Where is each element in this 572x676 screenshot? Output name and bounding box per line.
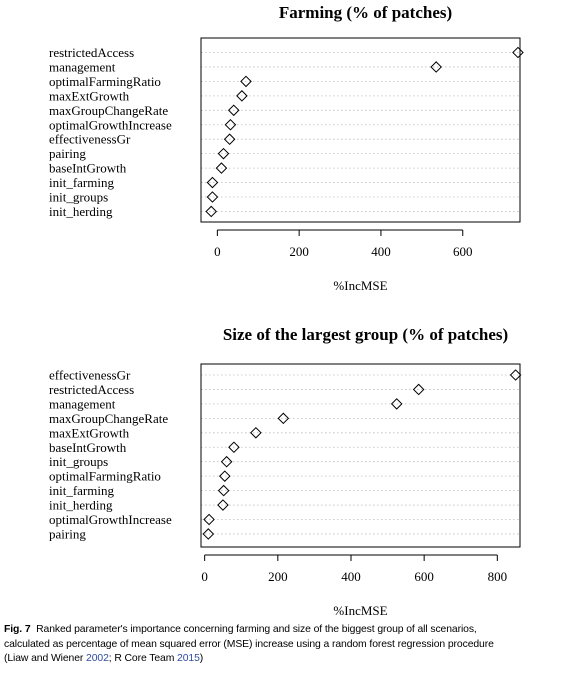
x-tick-label: 0 (201, 569, 208, 584)
x-tick-label: 200 (268, 569, 288, 584)
figure-canvas: Farming (% of patches)restrictedAccessma… (49, 3, 524, 618)
plot-frame (200, 363, 521, 548)
x-tick-label: 600 (453, 244, 473, 259)
data-point (217, 484, 230, 497)
category-label: maxExtGrowth (49, 425, 130, 440)
data-point (236, 90, 248, 102)
category-label: optimalGrowthIncrease (49, 117, 172, 132)
category-label: optimalFarmingRatio (49, 469, 161, 484)
category-label: pairing (49, 526, 86, 541)
category-label: init_groups (49, 190, 108, 205)
data-point (277, 412, 290, 425)
caption-text-3a: (Liaw and Wiener (4, 653, 87, 664)
x-tick-label: 400 (371, 244, 391, 259)
category-label: init_groups (49, 454, 108, 469)
data-point (215, 162, 228, 174)
x-tick-label: 0 (214, 244, 221, 259)
citation-link[interactable]: 2002 (86, 653, 109, 664)
data-point (240, 75, 252, 88)
data-point (430, 61, 442, 73)
category-label: init_herding (49, 498, 113, 513)
category-label: optimalGrowthIncrease (49, 512, 172, 527)
figure-label: Fig. 7 (4, 624, 31, 635)
plot-frame (200, 37, 521, 223)
category-label: management (49, 396, 116, 411)
category-label: init_farming (49, 483, 114, 498)
data-point (390, 398, 403, 410)
caption-text-1: Ranked parameter's importance concerning… (36, 624, 477, 635)
category-label: init_herding (49, 204, 113, 219)
caption-line-2: calculated as percentage of mean squared… (4, 638, 494, 650)
data-point (250, 427, 262, 439)
dot-chart-2: Size of the largest group (% of patches)… (49, 325, 522, 618)
data-point (509, 369, 522, 381)
data-point (412, 383, 425, 396)
caption-text-3b: ; R Core Team (108, 653, 178, 664)
x-tick-label: 200 (289, 244, 309, 259)
data-point (217, 147, 230, 160)
dot-chart-1: Farming (% of patches)restrictedAccessma… (49, 3, 524, 293)
data-point (227, 104, 240, 117)
category-label: maxGroupChangeRate (49, 103, 168, 118)
x-tick-label: 400 (341, 569, 361, 584)
category-label: optimalFarmingRatio (49, 74, 161, 89)
caption-text-3c: ) (199, 653, 204, 664)
caption-line-1: Fig. 7 Ranked parameter's importance con… (4, 623, 570, 638)
caption-line-3: (Liaw and Wiener 2002; R Core Team 2015) (4, 652, 570, 667)
data-point (218, 470, 231, 482)
data-point (205, 205, 218, 218)
category-label: maxGroupChangeRate (49, 411, 168, 426)
data-point (202, 528, 215, 540)
x-tick-label: 600 (414, 569, 434, 584)
category-label: baseIntGrowth (49, 161, 127, 176)
chart-title: Farming (% of patches) (279, 3, 452, 22)
category-label: pairing (49, 146, 86, 161)
data-point (512, 46, 524, 59)
data-point (223, 133, 236, 145)
data-point (203, 513, 215, 526)
x-axis-label: %IncMSE (333, 278, 387, 293)
category-label: init_farming (49, 175, 114, 190)
data-point (206, 191, 219, 203)
category-label: maxExtGrowth (49, 88, 130, 103)
citation-link[interactable]: 2015 (177, 653, 200, 664)
data-point (220, 455, 233, 468)
figure-caption: Fig. 7 Ranked parameter's importance con… (4, 623, 570, 667)
data-point (224, 118, 237, 131)
category-label: effectivenessGr (49, 132, 131, 147)
data-point (206, 176, 219, 189)
category-label: restrictedAccess (49, 45, 134, 60)
category-label: baseIntGrowth (49, 440, 127, 455)
category-label: management (49, 59, 116, 74)
data-point (217, 499, 229, 511)
category-label: effectivenessGr (49, 368, 131, 383)
category-label: restrictedAccess (49, 382, 134, 397)
x-axis-label: %IncMSE (333, 603, 387, 618)
chart-title: Size of the largest group (% of patches) (223, 325, 508, 344)
data-point (228, 441, 240, 454)
x-tick-label: 800 (488, 569, 508, 584)
